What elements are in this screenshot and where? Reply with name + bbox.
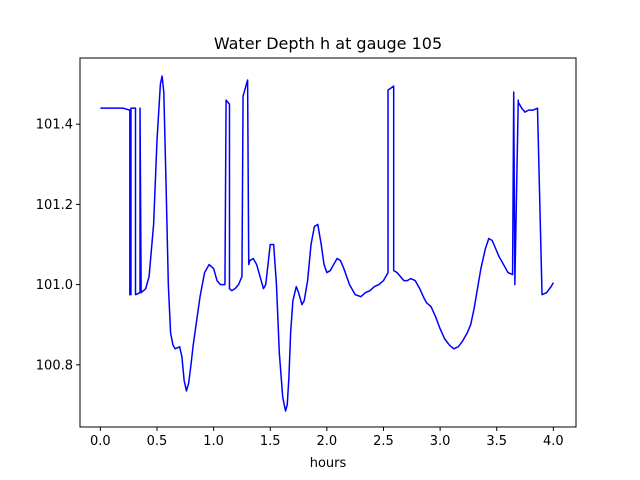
y-tick-label: 100.8 (36, 358, 73, 373)
series-layer (100, 75, 555, 412)
x-tick-label: 1.0 (203, 434, 224, 449)
x-tick-label: 4.0 (543, 434, 564, 449)
chart-title: Water Depth h at gauge 105 (214, 34, 442, 53)
x-tick-label: 0.5 (147, 434, 168, 449)
y-tick-label: 101.2 (36, 198, 73, 213)
plot-area (80, 58, 576, 427)
x-tick-label: 2.5 (373, 434, 394, 449)
x-tick-label: 3.0 (430, 434, 451, 449)
y-axis: 100.8 101.0 101.2 101.4 (36, 118, 80, 373)
y-tick-label: 101.4 (36, 118, 73, 133)
x-tick-label: 3.5 (486, 434, 507, 449)
x-tick-label: 0.0 (90, 434, 111, 449)
x-axis: 0.0 0.5 1.0 1.5 2.0 2.5 3.0 3.5 4.0 (90, 427, 564, 449)
y-tick-label: 101.0 (36, 278, 73, 293)
series-line-0 (100, 75, 555, 412)
x-axis-label: hours (310, 456, 347, 471)
x-tick-label: 2.0 (317, 434, 338, 449)
x-tick-label: 1.5 (260, 434, 281, 449)
plot-frame (79, 57, 577, 428)
